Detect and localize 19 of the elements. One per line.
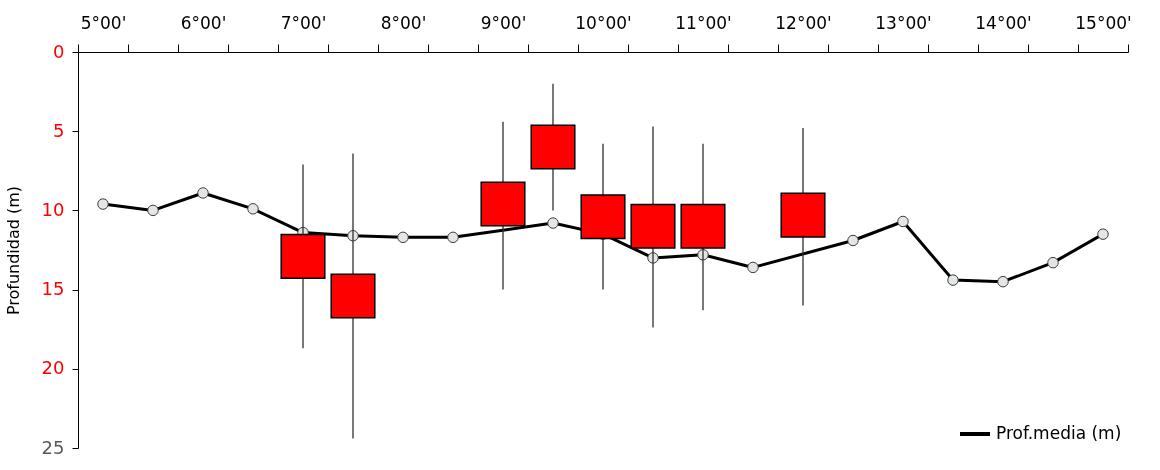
y-tick-label: 0 — [53, 40, 65, 62]
y-tick-label: 25 — [41, 436, 65, 458]
y-tick-label: 5 — [53, 119, 65, 141]
y-tick-label: 15 — [41, 278, 65, 300]
x-tick-label: 6°00' — [180, 12, 227, 33]
x-tick-label: 15°00' — [1075, 12, 1132, 33]
y-tick-label: 20 — [41, 357, 65, 379]
x-tick-label: 14°00' — [975, 12, 1032, 33]
x-tick-label: 13°00' — [875, 12, 932, 33]
y-axis-title: Profundidad (m) — [3, 185, 23, 316]
x-tick-label: 8°00' — [380, 12, 427, 33]
legend-label: Prof.media (m) — [996, 423, 1122, 443]
x-tick-label: 12°00' — [775, 12, 832, 33]
x-tick-label: 11°00' — [675, 12, 732, 33]
x-tick-label: 9°00' — [480, 12, 527, 33]
y-tick-label: 10 — [41, 198, 65, 220]
x-tick-label: 5°00' — [80, 12, 127, 33]
x-tick-label: 10°00' — [575, 12, 632, 33]
x-tick-label: 7°00' — [280, 12, 327, 33]
